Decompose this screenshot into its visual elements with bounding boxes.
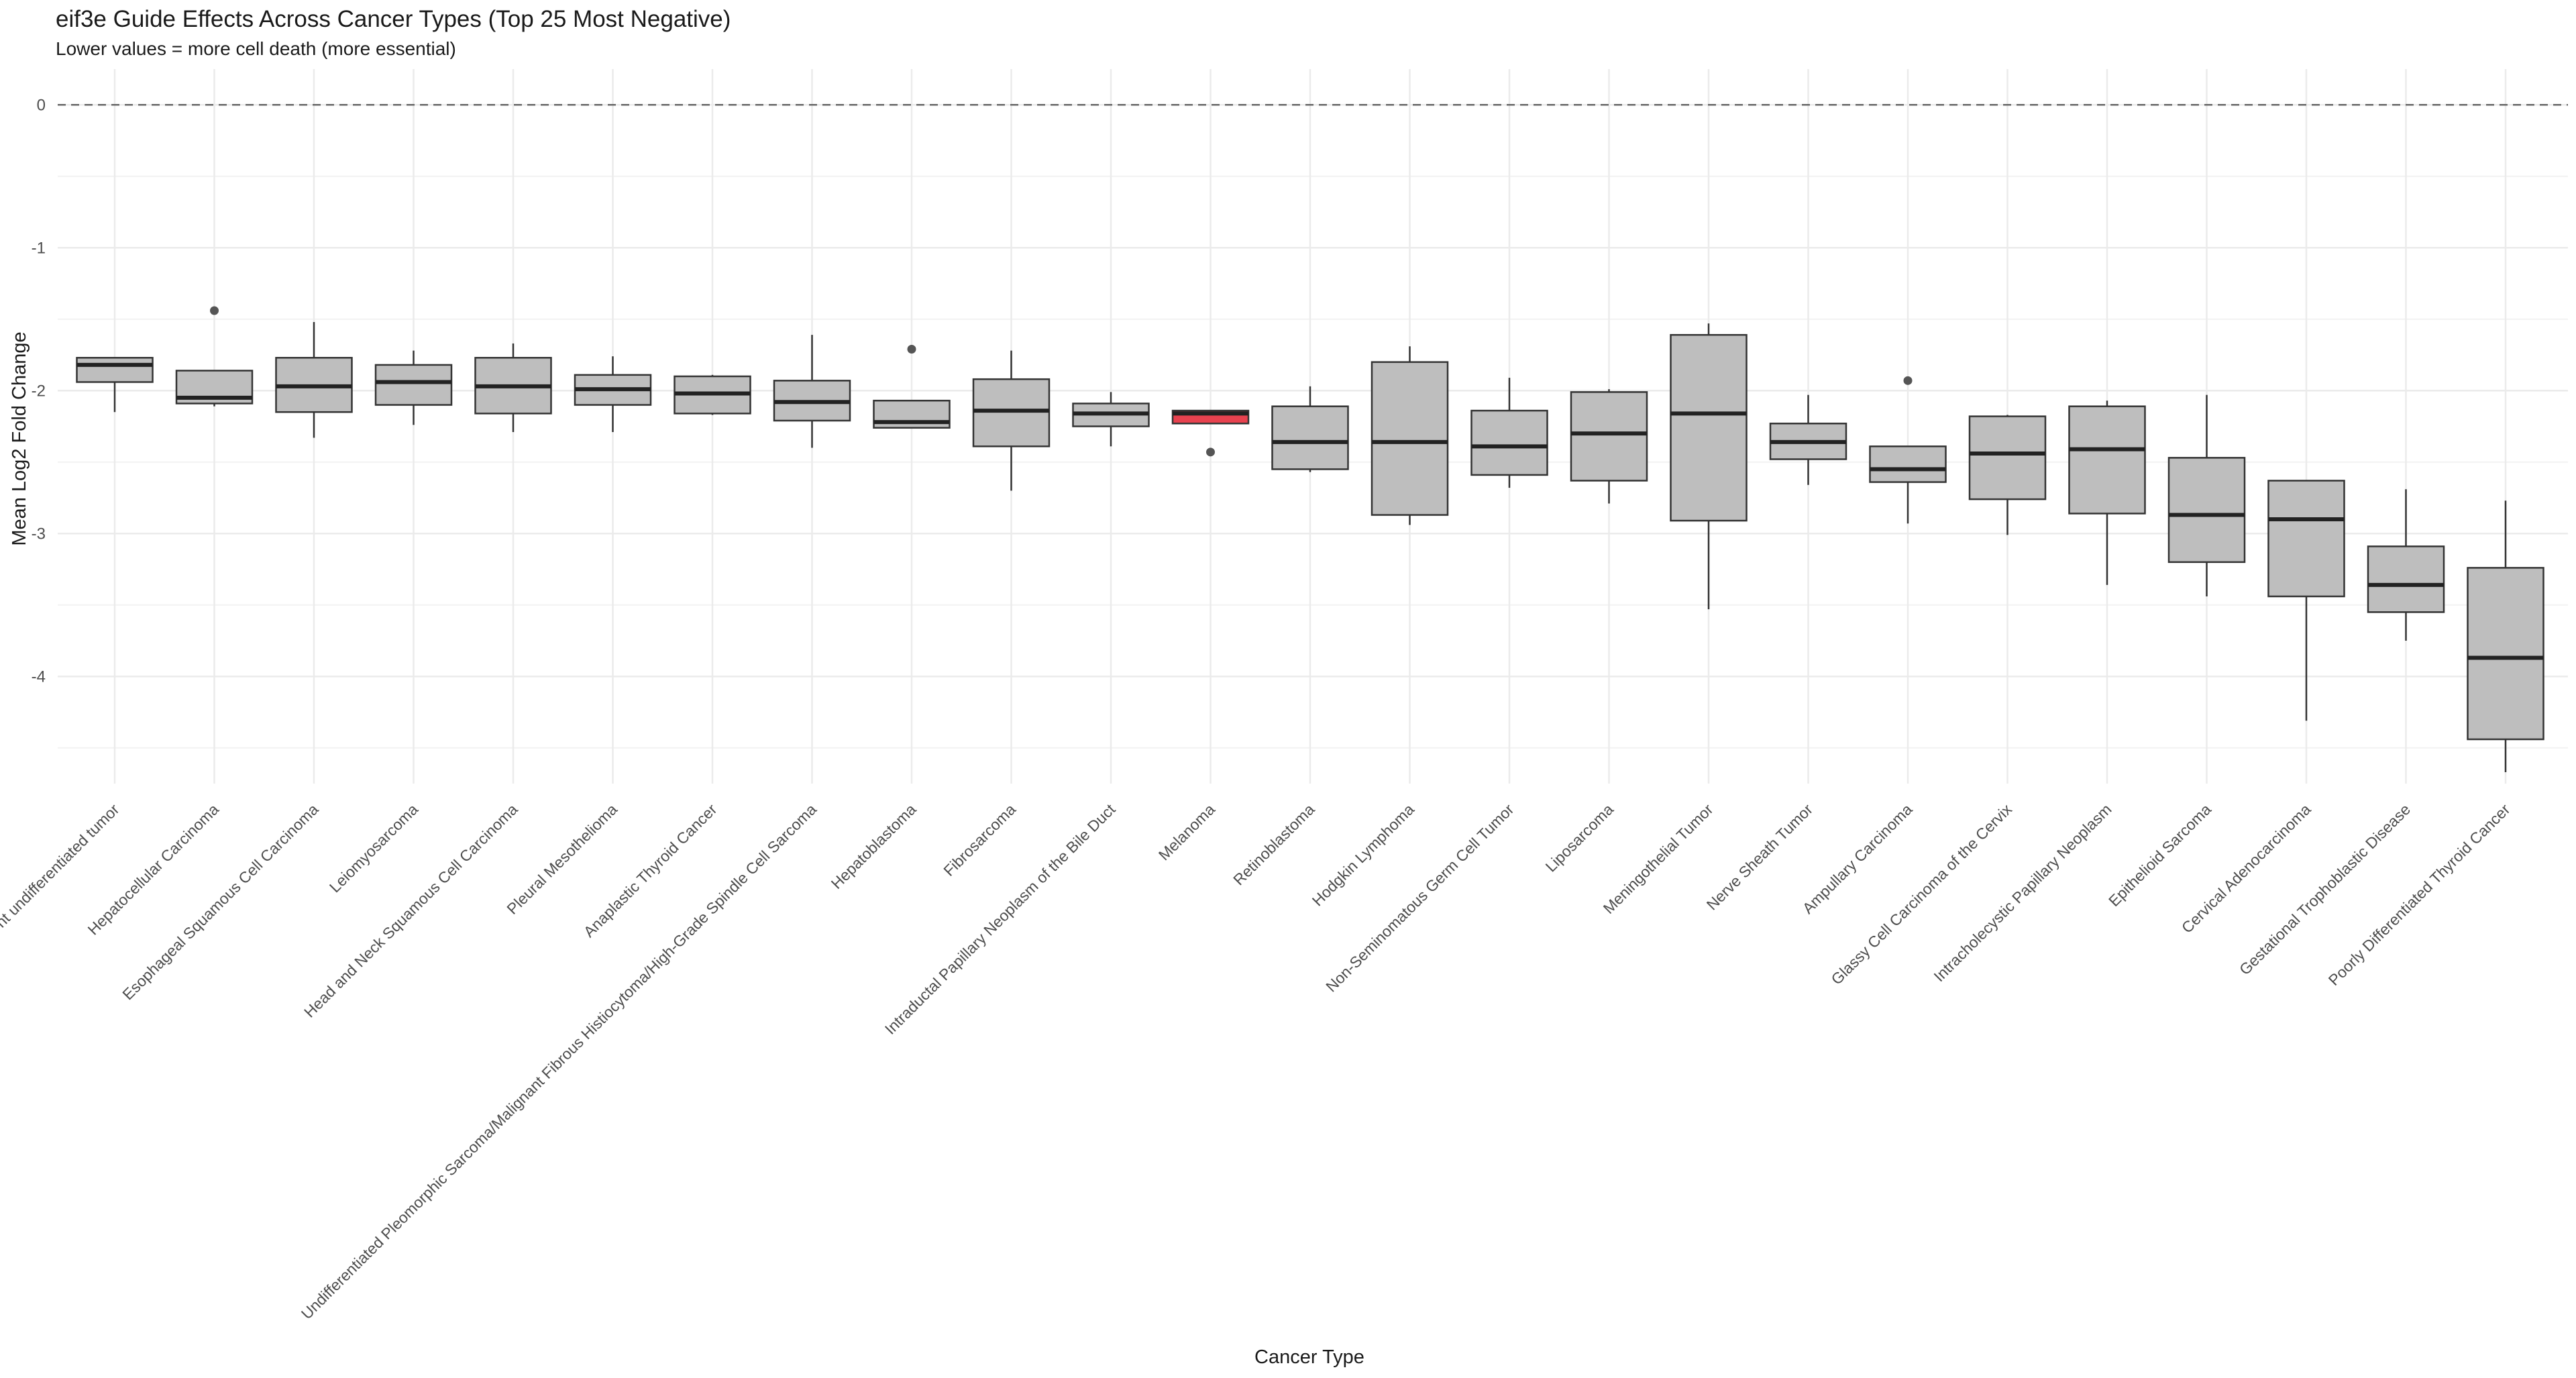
- y-axis-title: Mean Log2 Fold Change: [9, 331, 30, 545]
- box: [1271, 405, 1349, 470]
- x-tick-label: Intracholecystic Papillary Neoplasm: [1930, 800, 2114, 985]
- box: [1869, 445, 1947, 483]
- x-tick-label: Pleural Mesothelioma: [503, 800, 621, 918]
- box: [972, 378, 1051, 447]
- x-tick-label: Nerve Sheath Tumor: [1703, 800, 1817, 914]
- y-tick-label: -4: [32, 668, 46, 686]
- x-tick-label: Esophageal Squamous Cell Carcinoma: [119, 800, 321, 1003]
- outlier: [1903, 376, 1913, 385]
- box: [2068, 405, 2146, 515]
- x-tick-label: Liposarcoma: [1542, 800, 1617, 876]
- x-tick-label: Melanoma: [1155, 800, 1218, 863]
- box: [2167, 457, 2246, 564]
- plot-area: [76, 306, 2544, 772]
- x-tick-label: Fibrosarcoma: [940, 800, 1019, 880]
- x-tick-label: Leiomyosarcoma: [326, 800, 421, 896]
- x-tick-label: Gestational Trophoblastic Disease: [2236, 800, 2414, 978]
- x-tick-label: Hodgkin Lymphoma: [1309, 800, 1418, 910]
- x-tick-label: Intraductal Papillary Neoplasm of the Bi…: [881, 800, 1119, 1038]
- box: [2467, 567, 2544, 741]
- chart-subtitle: Lower values = more cell death (more ess…: [56, 38, 456, 59]
- x-tick-label: Glassy Cell Carcinoma of the Cervix: [1827, 800, 2015, 988]
- x-tick-label: Undifferentiated Pleomorphic Sarcoma/Mal…: [298, 800, 820, 1322]
- box: [374, 364, 453, 406]
- box: [1570, 391, 1648, 482]
- box: [1968, 415, 2047, 500]
- box: [1670, 333, 1748, 522]
- x-tick-label: Hepatoblastoma: [828, 800, 920, 892]
- x-axis-title: Cancer Type: [1254, 1346, 1364, 1368]
- outlier: [1206, 447, 1215, 457]
- box: [1470, 409, 1548, 476]
- x-tick-label: Meningothelial Tumor: [1600, 800, 1717, 917]
- y-tick-label: -2: [32, 382, 46, 400]
- x-tick-label: Epithelioid Sarcoma: [2105, 800, 2214, 910]
- x-tick-label: Ampullary Carcinoma: [1799, 800, 1916, 917]
- x-tick-label: Head and Neck Squamous Cell Carcinoma: [301, 800, 521, 1021]
- x-tick-label: Poorly Differentiated Thyroid Cancer: [2325, 800, 2514, 989]
- outlier: [907, 344, 916, 354]
- y-tick-label: 0: [37, 96, 46, 114]
- box: [2267, 480, 2345, 598]
- box: [2367, 545, 2445, 613]
- chart-title: eif3e Guide Effects Across Cancer Types …: [56, 6, 731, 32]
- x-tick-label: Non-Seminomatous Germ Cell Tumor: [1322, 800, 1517, 996]
- box: [76, 357, 154, 383]
- outlier: [210, 306, 219, 315]
- y-tick-label: -3: [32, 525, 46, 543]
- x-tick-label: Retinoblastoma: [1230, 800, 1318, 889]
- box: [1371, 361, 1449, 516]
- y-tick-label: -1: [32, 239, 46, 257]
